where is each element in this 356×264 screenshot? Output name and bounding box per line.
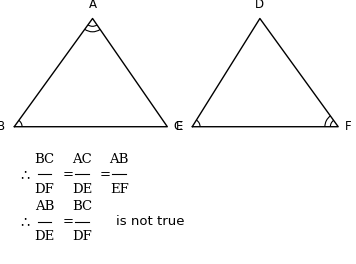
Text: EF: EF	[110, 183, 129, 196]
Text: B: B	[0, 120, 5, 133]
Text: AB: AB	[110, 153, 129, 166]
Text: BC: BC	[72, 200, 92, 213]
Text: DF: DF	[35, 183, 54, 196]
Text: =: =	[62, 168, 73, 181]
Text: F: F	[345, 120, 351, 133]
Text: DF: DF	[72, 230, 92, 243]
Text: AB: AB	[35, 200, 54, 213]
Text: =: =	[62, 215, 73, 228]
Text: E: E	[176, 120, 183, 133]
Text: AC: AC	[72, 153, 92, 166]
Text: A: A	[89, 0, 96, 11]
Text: DE: DE	[72, 183, 92, 196]
Text: C: C	[174, 120, 182, 133]
Text: BC: BC	[35, 153, 54, 166]
Text: D: D	[255, 0, 265, 11]
Text: ∴: ∴	[20, 167, 30, 182]
Text: ∴: ∴	[20, 214, 30, 229]
Text: DE: DE	[35, 230, 54, 243]
Text: is not true: is not true	[116, 215, 184, 228]
Text: =: =	[100, 168, 110, 181]
